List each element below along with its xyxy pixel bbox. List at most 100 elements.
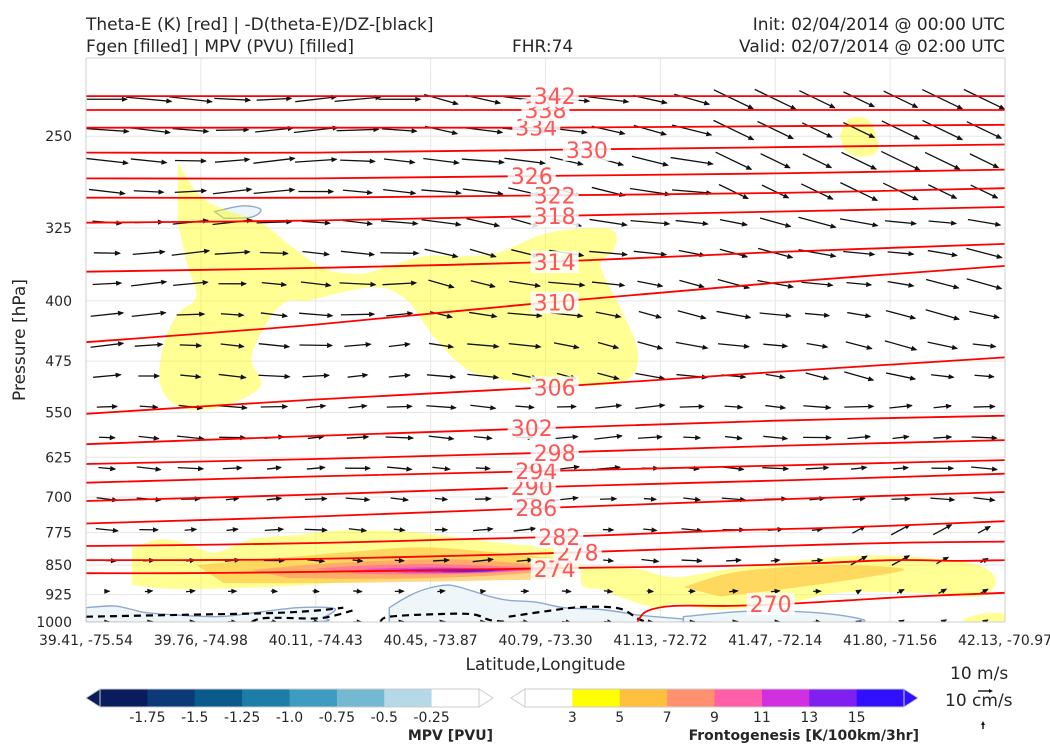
wind-vector [212,188,252,195]
wind-vector-head [240,374,247,380]
wind-vector-head [655,313,662,319]
wind-vector-head [702,344,709,350]
wind-vector [467,373,499,379]
wind-vector-head [664,220,671,227]
cb-mpv-segment-2 [194,689,243,707]
wind-vector-head [661,99,668,105]
wind-vector [881,120,920,140]
wind-vector-head [536,312,543,319]
wind-vector-head [948,465,955,471]
cb-fgen-extend-right [903,688,919,708]
wind-vector-head [786,253,794,259]
wind-vector [922,119,963,141]
wind-vector-head [951,252,958,258]
y-tick-label-475: 475 [45,354,72,370]
cb-mpv-segment-0 [100,689,148,707]
wind-vector [171,250,210,256]
wind-vector-head [732,619,739,622]
wind-vector-head [159,249,166,255]
wind-vector-head [402,496,409,502]
theta-e-label-322: 322 [534,184,576,209]
wind-vector-head [951,344,958,350]
wind-vector-head [689,619,696,622]
fgen-region-5 [683,564,905,597]
wind-vector-head [455,190,462,196]
cb-fgen-tick-2: 7 [663,710,672,726]
wind-vector [630,219,670,225]
wind-vector-head [911,102,919,108]
wind-vector [843,91,875,108]
wind-vector-head [995,284,1003,290]
wind-vector [966,278,1002,290]
wind-vector-head [323,251,330,257]
wind-vector-head [191,527,198,533]
wind-vector-head [908,251,915,257]
wind-vector-head [702,220,709,226]
wind-vector [883,90,918,109]
cb-mpv-tick-6: -0.25 [414,710,450,726]
wind-vector-head [910,345,918,351]
fgen-region-0 [159,163,638,410]
wind-vector-head [741,221,748,227]
wind-vector-head [787,283,795,289]
wind-vector-head [278,526,285,533]
wind-vector-head [161,159,168,165]
theta-e-label-bg-330 [562,138,611,161]
wind-vector-head [365,342,372,348]
wind-vector-head [275,465,282,471]
wind-vector-head [747,135,755,141]
wind-vector-head [155,466,162,472]
wind-vector-head [870,164,877,170]
cb-mpv-segment-1 [147,689,196,707]
wind-vector-head [565,588,572,594]
wind-vector-head [650,496,657,502]
wind-vector-head [153,435,160,441]
wind-vector-head [152,404,159,410]
wind-vector-head [453,159,460,165]
theta-e-label-310: 310 [534,292,576,317]
wind-vector [671,189,712,194]
y-tick-label-250: 250 [45,129,72,145]
wind-vector-head [112,527,119,533]
wind-vector-head [245,97,252,103]
wind-vector-head [493,222,501,228]
wind-vector-head [996,253,1003,259]
wind-vector [256,97,292,101]
wind-vector [759,217,791,228]
wind-vector-head [869,251,876,257]
y-tick-label-400: 400 [45,294,72,310]
y-axis-label: Pressure [hPa] [10,279,30,401]
wind-vector [799,90,836,109]
wind-vector-head [319,465,326,471]
wind-vector-head [607,619,613,622]
wind-vector-head [203,128,210,134]
wind-vector-head [361,403,368,409]
theta-e-label-306: 306 [534,376,576,401]
wind-vector-head [817,557,824,563]
wind-vector-head [573,344,580,350]
theta-e-label-342: 342 [534,85,576,110]
wind-vector-head [989,497,996,503]
wind-vector-head [989,404,996,410]
wind-vector-head [523,588,530,594]
wind-vector [928,184,957,199]
wind-vector [675,219,708,225]
wind-vector-head [490,405,497,411]
title-line-1: Theta-E (K) [red] | -D(theta-E)/DZ-[blac… [86,15,434,35]
x-tick-label-0: 39.41, -75.54 [39,633,133,649]
wind-vector [508,342,541,348]
wind-vector [881,150,921,171]
wind-vector [173,281,208,287]
wind-vector-head [398,557,405,564]
wind-vector [340,250,375,256]
wind-vector-head [616,433,623,439]
wind-vector [760,153,791,169]
wind-vector-head [122,160,129,166]
wind-vector-head [320,403,327,409]
wind-vector-head [498,159,505,165]
theta-e-label-bg-270 [746,593,795,616]
wind-vector-head [200,158,207,164]
theta-e-contour-278 [86,540,1005,562]
wind-vector [925,309,960,320]
cb-mpv-segment-7 [431,689,480,707]
